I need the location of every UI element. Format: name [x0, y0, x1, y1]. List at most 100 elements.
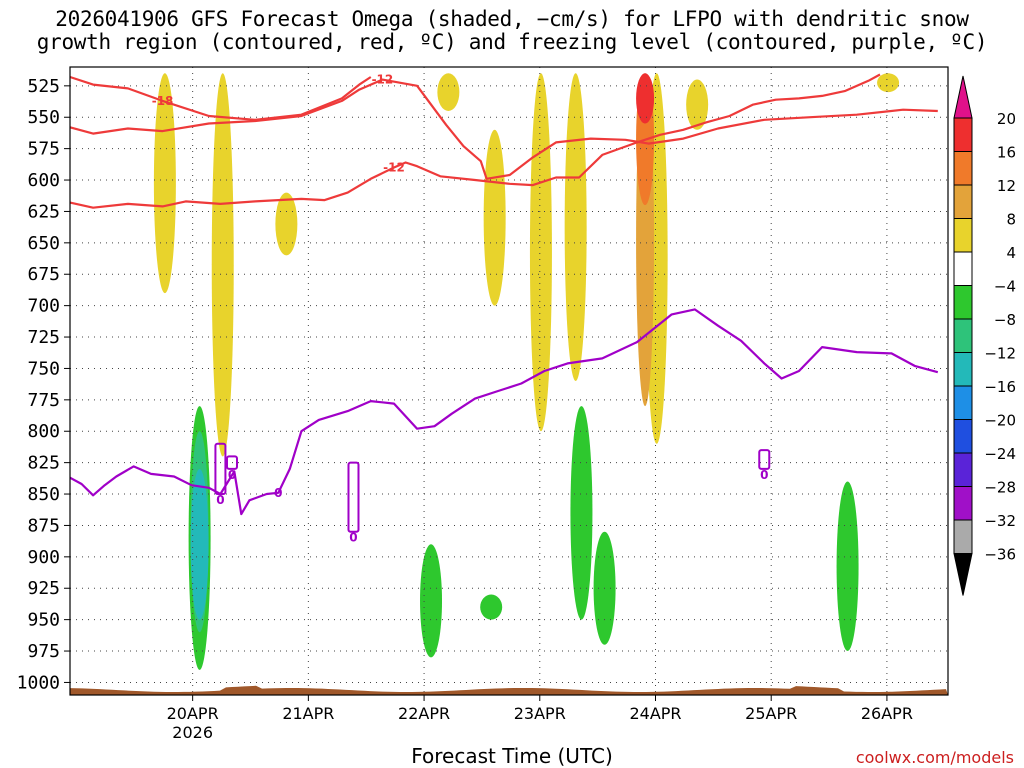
freezing-closed-contour [225, 455, 238, 470]
omega-shade-region [437, 73, 460, 111]
omega-shade-region [636, 73, 655, 124]
y-tick-label: 575 [27, 139, 60, 160]
colorbar-tick-label: −12 [984, 345, 1016, 363]
colorbar-bottom-arrow [953, 553, 973, 596]
plot-border [69, 66, 949, 696]
colorbar-segment [953, 251, 973, 286]
omega-shade-region [570, 406, 593, 620]
y-tick-label: 750 [27, 358, 60, 379]
contour-label: 0 [349, 531, 357, 545]
omega-shade-region [836, 481, 859, 652]
y-tick-label: 825 [27, 453, 60, 474]
ground-surface-band [70, 685, 948, 695]
colorbar-tick-label: −32 [984, 512, 1016, 530]
omega-shade-region [480, 594, 503, 620]
colorbar-segment [953, 419, 973, 454]
y-tick-label: 700 [27, 296, 60, 317]
colorbar-segment [953, 285, 973, 320]
x-tick-label: 25APR [745, 704, 797, 723]
colorbar-segment [953, 151, 973, 186]
omega-shade-region [420, 544, 443, 658]
chart-title-line-2: growth region (contoured, red, ºC) and f… [36, 30, 988, 54]
x-tick-label: 26APR [861, 704, 913, 723]
colorbar-tick-label: −36 [984, 546, 1016, 564]
omega-shade-region [190, 468, 209, 620]
x-year-label: 2026 [172, 723, 213, 742]
y-tick-label: 725 [27, 327, 60, 348]
y-axis-ticks: 525 550 575 600 625 650 675 700 725 750 775 800 825 8… [17, 76, 70, 693]
omega-shade-region [211, 73, 234, 457]
x-axis-label: Forecast Time (UTC) [411, 744, 613, 768]
colorbar-segment [953, 519, 973, 554]
colorbar-tick-label: −4 [994, 278, 1016, 296]
colorbar-tick-label: −16 [984, 378, 1016, 396]
contour-label: 0 [228, 468, 236, 482]
colorbar-tick-label: 8 [1006, 211, 1016, 229]
contour-label: 0 [274, 486, 282, 500]
omega-shade-region [275, 192, 298, 256]
contour-line [69, 73, 881, 209]
y-tick-label: 675 [27, 264, 60, 285]
freezing-closed-contour [347, 461, 360, 533]
y-tick-label: 875 [27, 515, 60, 536]
freezing-closed-contour [214, 442, 227, 496]
colorbar-tick-label: −20 [984, 412, 1016, 430]
omega-shade-region [564, 73, 587, 381]
colorbar-segment [953, 352, 973, 387]
y-tick-label: 975 [27, 641, 60, 662]
y-tick-label: 650 [27, 233, 60, 254]
colorbar-segment [953, 218, 973, 253]
contour-label: 0 [760, 468, 768, 482]
colorbar-segment [953, 184, 973, 219]
contour-line [69, 308, 939, 516]
chart-title-line-1: 2026041906 GFS Forecast Omega (shaded, −… [55, 7, 969, 31]
colorbar-segment [953, 385, 973, 420]
contour-line [69, 75, 372, 121]
colorbar-legend: 20 16 12 8 4 −4 −8 −12 −16 −20 −24 −28 −32 −36 [953, 75, 1016, 596]
y-tick-label: 925 [27, 578, 60, 599]
colorbar-tick-label: 16 [997, 144, 1016, 162]
source-credit: coolwx.com/models [855, 748, 1014, 767]
y-tick-label: 525 [27, 76, 60, 97]
omega-shade-region [877, 73, 900, 93]
colorbar-segment [953, 486, 973, 521]
omega-shade-region [686, 79, 709, 130]
y-tick-label: 775 [27, 390, 60, 411]
omega-shade-region [483, 129, 506, 306]
y-tick-label: 550 [27, 107, 60, 128]
colorbar-tick-label: −28 [984, 479, 1016, 497]
y-tick-label: 625 [27, 201, 60, 222]
freezing-closed-contour [758, 449, 771, 470]
x-tick-label: 24APR [629, 704, 681, 723]
colorbar-segment [953, 318, 973, 353]
ground-band [70, 685, 948, 695]
gridlines [70, 67, 948, 695]
x-tick-label: 23APR [514, 704, 566, 723]
y-tick-label: 1000 [17, 672, 60, 693]
colorbar-top-arrow [953, 75, 973, 119]
y-tick-label: 850 [27, 484, 60, 505]
colorbar-tick-label: 12 [997, 177, 1016, 195]
omega-shade-region [529, 73, 552, 432]
colorbar-tick-label: −8 [994, 311, 1016, 329]
colorbar-segment [953, 117, 973, 152]
x-tick-label: 20APR [167, 704, 219, 723]
colorbar-tick-label: 20 [997, 110, 1016, 128]
x-axis-ticks: 20APR 21APR 22APR 23APR 24APR 25APR 26APR 2026 [167, 695, 913, 742]
x-tick-label: 21APR [282, 704, 334, 723]
y-tick-label: 800 [27, 421, 60, 442]
colorbar-segment [953, 452, 973, 487]
contour-label: -12 [372, 73, 394, 87]
contour-label: -12 [383, 160, 405, 174]
y-tick-label: 900 [27, 547, 60, 568]
colorbar-tick-label: 4 [1006, 244, 1016, 262]
contour-label: -18 [152, 94, 174, 108]
omega-shading-layer [153, 73, 900, 670]
x-tick-label: 22APR [398, 704, 450, 723]
y-tick-label: 950 [27, 610, 60, 631]
omega-shade-region [153, 73, 176, 294]
plot-frame [69, 66, 949, 696]
contour-line [69, 78, 938, 180]
